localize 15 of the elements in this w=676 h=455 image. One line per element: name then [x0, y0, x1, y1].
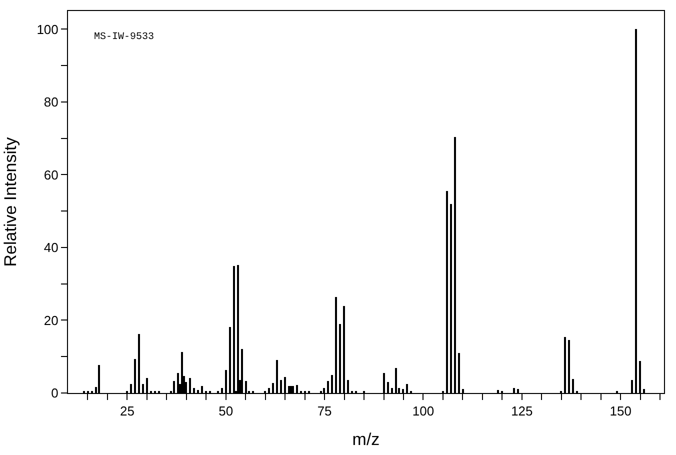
y-tick-label: 80 — [44, 94, 58, 110]
x-tick-label: 25 — [120, 404, 134, 419]
y-tick-label: 20 — [44, 312, 58, 328]
x-tick-label: 100 — [412, 404, 434, 419]
y-tick-label: 60 — [44, 167, 58, 182]
y-tick-label: 40 — [44, 240, 58, 256]
x-tick-label: 75 — [317, 404, 332, 419]
y-axis-title: Relative Intensity — [1, 136, 20, 267]
x-tick-label: 50 — [218, 404, 234, 419]
x-axis-title: m/z — [352, 430, 380, 449]
x-tick-label: 125 — [511, 404, 533, 419]
annotation: MS-IW-9533 — [94, 32, 154, 43]
y-tick-label: 100 — [36, 22, 58, 37]
x-tick-label: 150 — [610, 404, 632, 419]
y-tick-label: 0 — [51, 386, 58, 401]
